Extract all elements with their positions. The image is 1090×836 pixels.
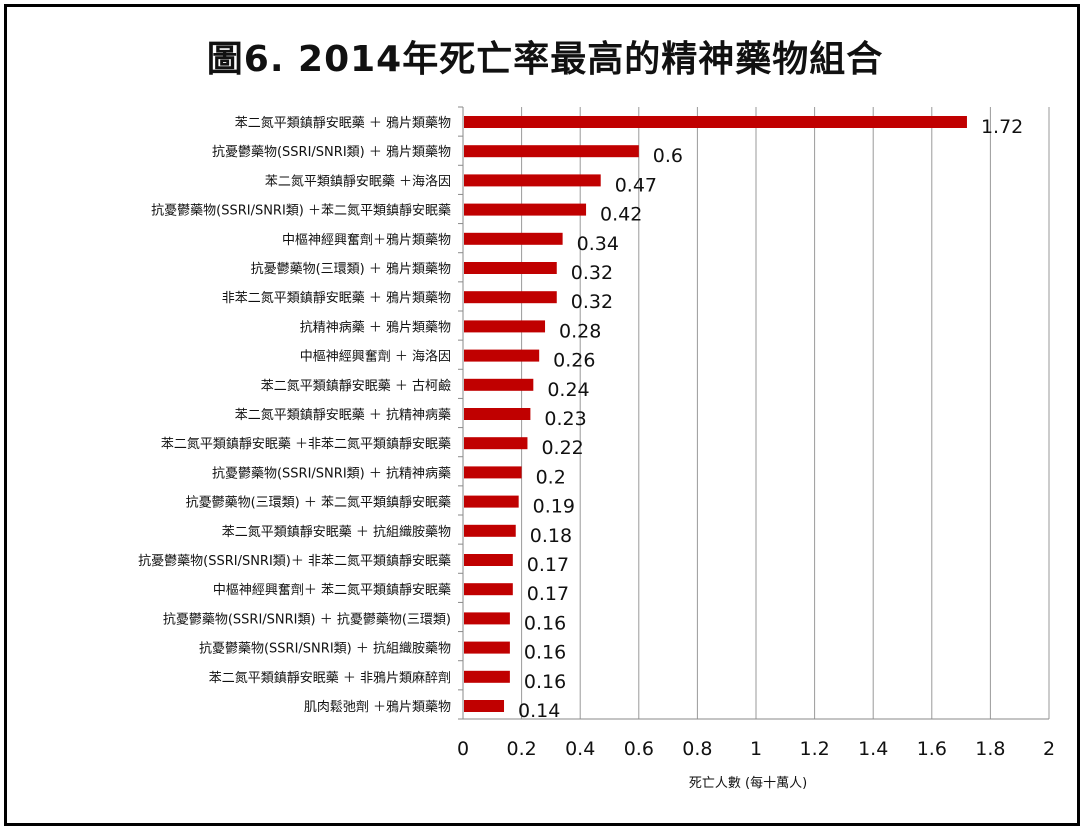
- chart-frame: [4, 4, 1080, 826]
- data-label: 0.2: [536, 466, 566, 488]
- category-label: 抗憂鬱藥物(SSRI/SNRI類)＋ 非苯二氮平類鎮靜安眠藥: [138, 553, 451, 569]
- bar: [464, 437, 528, 450]
- bar: [464, 408, 531, 420]
- bar: [464, 203, 587, 216]
- x-tick-label: 1.8: [975, 738, 1005, 760]
- category-label: 中樞神經興奮劑＋ 苯二氮平類鎮靜安眠藥: [213, 582, 451, 598]
- data-label: 0.24: [547, 379, 589, 401]
- x-axis-title: 死亡人數 (每十萬人): [689, 775, 807, 791]
- category-label: 苯二氮平類鎮靜安眠藥 ＋ 鴉片類藥物: [235, 115, 451, 131]
- data-label: 0.22: [541, 437, 583, 459]
- data-label: 0.16: [524, 642, 566, 664]
- bar: [464, 524, 516, 537]
- x-tick-label: 1.2: [799, 738, 829, 760]
- category-label: 抗憂鬱藥物(SSRI/SNRI類) ＋ 抗憂鬱藥物(三環類): [163, 612, 451, 627]
- x-tick-label: 1.6: [917, 738, 947, 760]
- bar: [464, 612, 510, 625]
- x-tick-label: 0.2: [506, 738, 536, 760]
- category-label: 抗憂鬱藥物(SSRI/SNRI類) ＋苯二氮平類鎮靜安眠藥: [151, 203, 451, 219]
- category-label: 苯二氮平類鎮靜安眠藥 ＋ 非鴉片類麻醉劑: [209, 670, 451, 686]
- data-label: 0.17: [527, 554, 569, 576]
- category-label: 苯二氮平類鎮靜安眠藥 ＋非苯二氮平類鎮靜安眠藥: [161, 436, 451, 452]
- data-label: 0.14: [518, 700, 560, 722]
- bar: [464, 349, 540, 362]
- category-label: 中樞神經興奮劑 ＋ 海洛因: [300, 349, 451, 365]
- bar: [464, 700, 505, 712]
- category-label: 抗憂鬱藥物(三環類) ＋ 苯二氮平類鎮靜安眠藥: [186, 495, 451, 511]
- category-label: 抗憂鬱藥物(SSRI/SNRI類) ＋ 鴉片類藥物: [212, 145, 451, 160]
- x-tick-label: 0: [457, 738, 469, 760]
- data-label: 0.18: [530, 525, 572, 547]
- data-label: 0.26: [553, 350, 595, 372]
- chart-title: 圖6. 2014年死亡率最高的精神藥物組合: [206, 39, 884, 80]
- bar: [464, 320, 546, 333]
- x-tick-label: 1.4: [858, 738, 888, 760]
- data-label: 0.32: [571, 291, 613, 313]
- data-label: 0.34: [577, 233, 619, 255]
- bar: [464, 232, 563, 245]
- bar: [464, 378, 534, 391]
- category-label: 苯二氮平類鎮靜安眠藥 ＋ 抗精神病藥: [235, 407, 451, 423]
- data-label: 0.16: [524, 612, 566, 634]
- category-label: 抗憂鬱藥物(SSRI/SNRI類) ＋ 抗組織胺藥物: [199, 642, 451, 657]
- data-label: 0.17: [527, 583, 569, 605]
- x-tick-label: 0.4: [565, 738, 595, 760]
- data-label: 0.32: [571, 262, 613, 284]
- bar: [464, 583, 513, 596]
- data-label: 1.72: [981, 116, 1023, 138]
- x-tick-label: 1: [750, 738, 762, 760]
- bar: [464, 641, 510, 654]
- category-label: 抗憂鬱藥物(SSRI/SNRI類) ＋ 抗精神病藥: [212, 466, 451, 481]
- x-tick-label: 0.8: [682, 738, 712, 760]
- bar: [464, 116, 967, 128]
- data-label: 0.6: [653, 145, 683, 167]
- category-label: 肌肉鬆弛劑 ＋鴉片類藥物: [304, 699, 451, 715]
- data-label: 0.16: [524, 671, 566, 693]
- category-label: 中樞神經興奮劑＋鴉片類藥物: [282, 232, 451, 248]
- category-label: 非苯二氮平類鎮靜安眠藥 ＋ 鴉片類藥物: [222, 290, 451, 306]
- category-label: 苯二氮平類鎮靜安眠藥 ＋ 抗組織胺藥物: [222, 524, 451, 540]
- data-label: 0.42: [600, 204, 642, 226]
- data-label: 0.23: [544, 408, 586, 430]
- bar: [464, 262, 557, 274]
- data-label: 0.19: [533, 496, 575, 518]
- bar: [464, 291, 557, 304]
- category-label: 苯二氮平類鎮靜安眠藥 ＋海洛因: [265, 173, 451, 189]
- x-tick-label: 2: [1043, 738, 1055, 760]
- bar: [464, 466, 522, 479]
- bar: [464, 554, 513, 566]
- category-label: 苯二氮平類鎮靜安眠藥 ＋ 古柯鹼: [261, 378, 451, 394]
- category-label: 抗憂鬱藥物(三環類) ＋ 鴉片類藥物: [251, 262, 451, 277]
- data-label: 0.28: [559, 320, 601, 342]
- data-label: 0.47: [615, 174, 657, 196]
- category-label: 抗精神病藥 ＋ 鴉片類藥物: [300, 320, 451, 335]
- bar: [464, 174, 601, 187]
- bar: [464, 670, 510, 683]
- bar: [464, 145, 639, 158]
- x-tick-label: 0.6: [624, 738, 654, 760]
- bar: [464, 495, 519, 508]
